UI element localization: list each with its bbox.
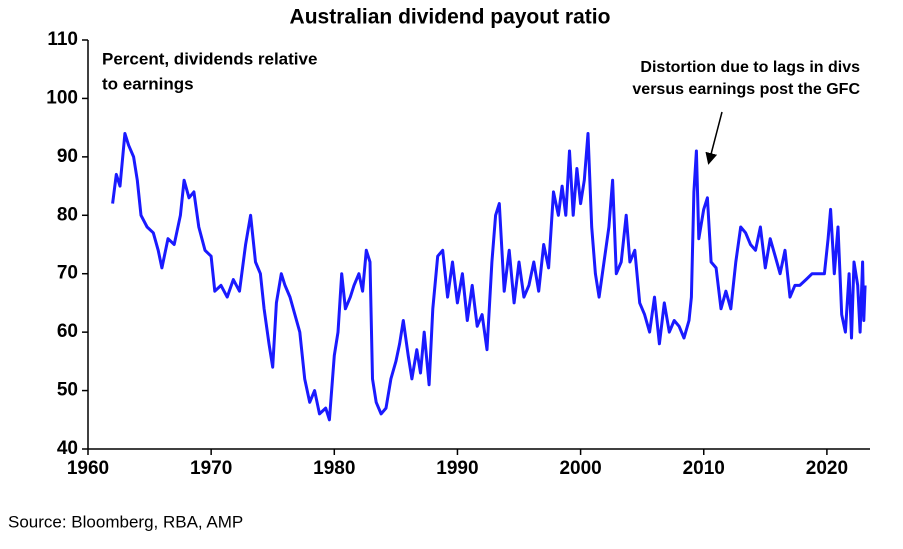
annotation-arrow — [705, 111, 723, 165]
x-tick-label: 1980 — [313, 458, 355, 479]
x-tick-label: 2020 — [806, 458, 848, 479]
y-tick-label: 100 — [46, 87, 78, 108]
annotation: versus earnings post the GFC — [632, 81, 860, 98]
y-tick-label: 80 — [57, 204, 78, 225]
y-tick-label: 110 — [47, 29, 78, 50]
y-tick-label: 50 — [57, 380, 78, 401]
subtitle: to earnings — [102, 74, 194, 93]
annotation: Distortion due to lags in divs — [640, 59, 860, 76]
x-tick-label: 1970 — [190, 458, 232, 479]
x-tick-label: 1990 — [436, 458, 478, 479]
data-line — [111, 132, 867, 422]
subtitle: Percent, dividends relative — [102, 49, 317, 68]
x-tick-label: 2010 — [683, 458, 725, 479]
y-tick-label: 90 — [57, 146, 78, 167]
x-tick-label: 1960 — [67, 458, 109, 479]
y-tick-label: 40 — [57, 438, 78, 459]
source: Source: Bloomberg, RBA, AMP — [8, 512, 243, 531]
x-tick-label: 2000 — [559, 458, 601, 479]
y-tick-label: 60 — [57, 321, 78, 342]
y-tick-label: 70 — [57, 263, 78, 284]
chart-title: Australian dividend payout ratio — [290, 6, 611, 29]
